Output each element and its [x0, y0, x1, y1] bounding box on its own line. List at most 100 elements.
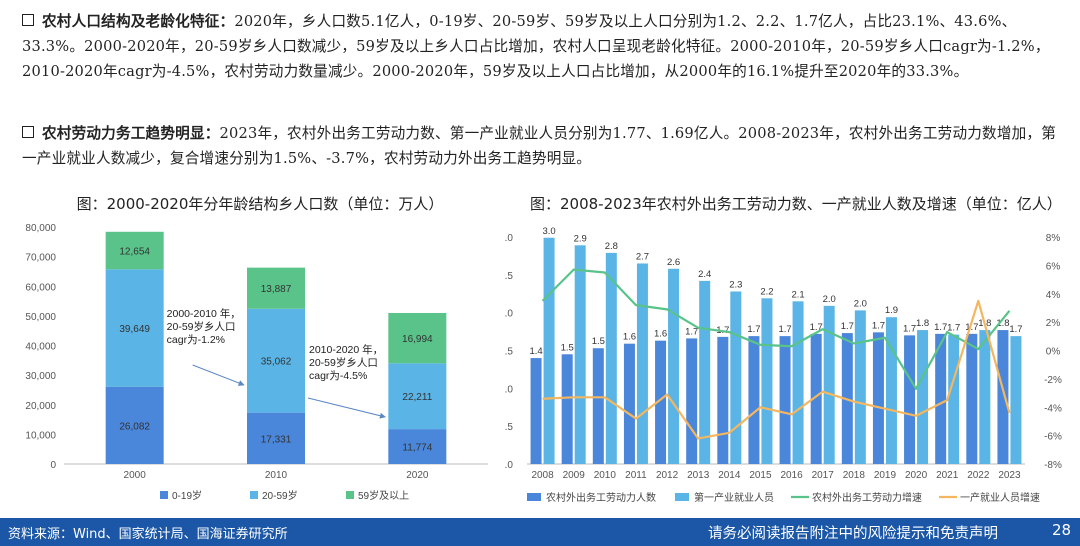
y-tick-label: 50,000 — [25, 312, 56, 323]
y-right-tick-label: 0% — [1046, 347, 1061, 358]
data-label: 1.7 — [872, 320, 885, 331]
y-left-tick-label: 2.5 — [505, 271, 513, 282]
x-tick-label: 2012 — [656, 470, 679, 481]
bar-第一产业就业人员-2014 — [730, 291, 742, 464]
x-tick-label: 2020 — [406, 470, 429, 481]
bar-第一产业就业人员-2015 — [761, 298, 773, 464]
data-label: 2.4 — [698, 269, 711, 280]
x-tick-label: 2009 — [563, 470, 586, 481]
y-tick-label: 30,000 — [25, 371, 56, 382]
data-label: 1.9 — [885, 305, 898, 316]
bullet-heading: 农村劳动力务工趋势明显： — [42, 125, 220, 142]
y-tick-label: 70,000 — [25, 253, 56, 264]
x-tick-label: 2013 — [687, 470, 710, 481]
data-label: 2.0 — [823, 294, 836, 305]
data-label: 22,211 — [402, 392, 432, 403]
bar-0-19岁-2000 — [105, 386, 164, 464]
bar-59岁及以上-2000 — [105, 231, 164, 270]
bullet-text: 2023年，农村外出务工劳动力数、第一产业就业人员分别为1.77、1.69亿人。… — [22, 125, 1056, 167]
bar-农村外出务工劳动力人数-2011 — [623, 343, 635, 464]
square-bullet-icon — [22, 14, 34, 26]
y-left-tick-label: 0.0 — [505, 460, 513, 471]
y-right-tick-label: -6% — [1044, 432, 1062, 443]
bar-农村外出务工劳动力人数-2015 — [748, 336, 760, 464]
data-label: 2.2 — [760, 286, 773, 297]
legend-swatch — [675, 493, 689, 501]
bar-59岁及以上-2020 — [388, 312, 447, 364]
bar-第一产业就业人员-2012 — [668, 268, 680, 464]
data-label: 1.5 — [561, 342, 574, 353]
y-left-tick-label: 3.0 — [505, 233, 513, 244]
footer-source: 资料来源：Wind、国家统计局、国海证券研究所 — [8, 527, 288, 542]
data-label: 1.6 — [654, 329, 667, 340]
data-label: 26,082 — [119, 421, 150, 432]
data-label: 1.7 — [965, 322, 978, 333]
footer-disclaimer: 请务必阅读报告附注中的风险提示和免责声明 — [708, 526, 998, 542]
bar-农村外出务工劳动力人数-2020 — [904, 335, 916, 464]
bullet-rural-labor: 农村劳动力务工趋势明显：2023年，农村外出务工劳动力数、第一产业就业人员分别为… — [22, 121, 1057, 171]
bar-第一产业就业人员-2017 — [823, 305, 835, 464]
y-right-tick-label: 6% — [1046, 261, 1061, 272]
legend-swatch — [160, 491, 168, 499]
data-label: 1.7 — [747, 324, 760, 335]
bar-农村外出务工劳动力人数-2013 — [686, 338, 698, 464]
annotation-text: 2000-2010 年， — [167, 307, 241, 320]
data-label: 17,331 — [261, 434, 292, 445]
annotation-arrow — [307, 397, 386, 419]
bar-第一产业就业人员-2023 — [1010, 336, 1022, 464]
annotation-text: 20-59岁乡人口 — [167, 320, 236, 333]
footer-bar: 资料来源：Wind、国家统计局、国海证券研究所 请务必阅读报告附注中的风险提示和… — [0, 518, 1080, 546]
legend-label: 一产就业人员增速 — [960, 491, 1040, 504]
data-label: 1.7 — [685, 326, 698, 337]
y-right-tick-label: -2% — [1044, 375, 1062, 386]
data-label: 2.0 — [854, 298, 867, 309]
data-label: 1.7 — [778, 324, 791, 335]
data-label: 1.7 — [810, 322, 823, 333]
data-label: 39,649 — [119, 324, 150, 335]
y-tick-label: 0 — [50, 460, 56, 471]
legend-label: 20-59岁 — [262, 489, 298, 502]
bar-第一产业就业人员-2008 — [543, 237, 555, 464]
x-tick-label: 2022 — [967, 470, 990, 481]
annotation-arrow — [192, 364, 245, 386]
bar-农村外出务工劳动力人数-2014 — [717, 336, 729, 464]
x-tick-label: 2017 — [812, 470, 835, 481]
x-tick-label: 2020 — [905, 470, 928, 481]
line-农村外出务工劳动力增速 — [541, 268, 1011, 390]
x-tick-label: 2010 — [265, 470, 288, 481]
bullet-heading: 农村人口结构及老龄化特征： — [42, 13, 235, 30]
y-right-tick-label: 2% — [1046, 318, 1061, 329]
page-number: 28 — [1052, 521, 1072, 539]
data-label: 2.9 — [574, 233, 587, 244]
data-label: 11,774 — [402, 443, 432, 454]
bar-第一产业就业人员-2021 — [948, 334, 960, 464]
data-label: 2.3 — [729, 279, 742, 290]
annotation-text: 2010-2020 年， — [309, 343, 383, 356]
data-label: 1.6 — [623, 332, 636, 343]
y-left-tick-label: 0.5 — [505, 422, 513, 433]
y-left-tick-label: 1.0 — [505, 384, 513, 395]
chart-rural-population-by-age: 0 10,000 20,000 30,000 40,000 50,000 60,000 70,… — [25, 223, 488, 502]
bar-第一产业就业人员-2020 — [917, 330, 929, 464]
bar-农村外出务工劳动力人数-2019 — [872, 332, 884, 464]
y-left-tick-label: 2.0 — [505, 309, 513, 320]
chart2-title: 图：2008-2023年农村外出务工劳动力数、一产就业人数及增速（单位：亿人） — [530, 195, 1062, 213]
y-right-tick-label: -8% — [1044, 460, 1062, 471]
data-label: 1.8 — [916, 318, 929, 329]
x-tick-label: 2015 — [749, 470, 772, 481]
data-label: 1.5 — [592, 336, 605, 347]
chart1-title: 图：2000-2020年分年龄结构乡人口数（单位：万人） — [76, 195, 444, 213]
y-tick-label: 60,000 — [25, 282, 56, 293]
x-tick-label: 2016 — [780, 470, 803, 481]
line-一产就业人员增速 — [542, 299, 1011, 440]
chart-rural-labor: 0.0 0.5 1.0 1.5 2.0 2.5 3.0 -8% -6% -4% -2% 0% 2% 4% 6… — [505, 226, 1062, 504]
legend-label: 59岁及以上 — [358, 489, 409, 502]
data-label: 1.7 — [947, 323, 960, 334]
data-label: 3.0 — [542, 226, 555, 237]
y-right-tick-label: -4% — [1044, 403, 1062, 414]
legend-label: 农村外出务工劳动力人数 — [546, 491, 656, 504]
bar-农村外出务工劳动力人数-2008 — [530, 358, 542, 464]
x-tick-label: 2019 — [874, 470, 897, 481]
annotation-text: cagr为-1.2% — [167, 334, 225, 346]
bar-20-59岁-2000 — [105, 269, 164, 387]
